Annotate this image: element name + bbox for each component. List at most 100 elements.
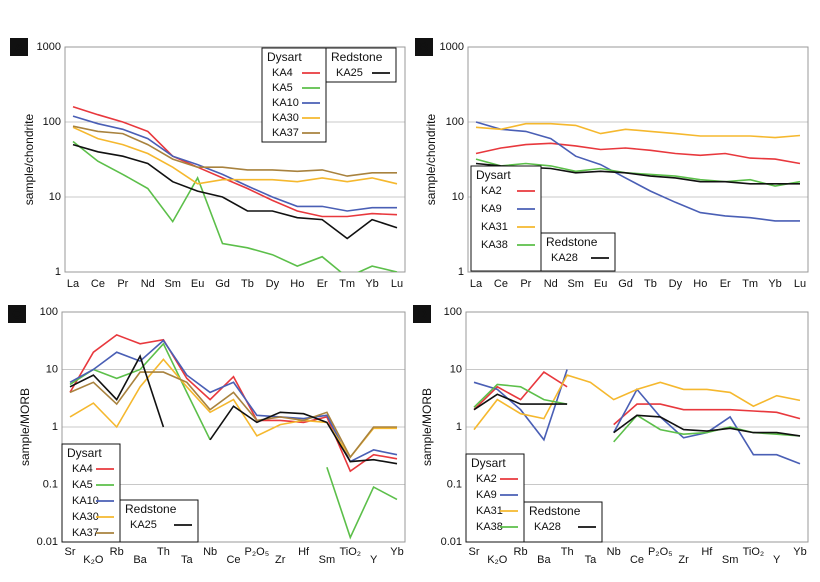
y-tick-label: 10 [46,363,58,375]
x-tick-label: P₂O₅ [245,546,270,558]
legend-label: KA28 [551,252,578,264]
series-line [72,125,397,177]
x-tick-label: Ce [91,278,105,290]
y-tick-label: 1 [458,266,464,278]
y-tick-label: 1 [456,421,462,433]
legend-label: KA9 [476,489,497,501]
x-tick-label: Ce [630,554,644,566]
series-layer [473,369,801,465]
panel-label: D [417,306,426,321]
panel-label-box [415,38,433,56]
y-axis-label: sample/chondrite [22,113,36,205]
x-tick-label: Ce [494,278,508,290]
y-tick-label: 0.01 [441,536,462,548]
panel-label-box [8,305,26,323]
x-tick-label: Lu [391,278,403,290]
x-tick-label: Er [317,278,328,290]
x-tick-label: La [470,278,483,290]
x-tick-label: Tm [742,278,758,290]
series-line [69,358,397,459]
legend-label: KA4 [272,67,293,79]
plot-frame [467,46,809,273]
legend-box [119,499,199,543]
x-tick-label: Hf [298,546,310,558]
x-tick-label: Sr [469,546,480,558]
legend-label: KA10 [272,97,299,109]
plot-frame [465,311,809,543]
x-tick-label: Sm [722,554,739,566]
x-tick-label: Zr [275,554,286,566]
series-line [473,383,801,443]
panel-label: B [419,39,428,54]
x-tick-label: Tb [241,278,254,290]
series-line [72,140,398,272]
series-layer [69,333,398,540]
y-tick-label: 0.01 [37,536,58,548]
x-tick-label: Ho [693,278,707,290]
legend-label: KA38 [481,239,508,251]
y-tick-label: 100 [444,306,462,318]
x-tick-label: Nd [544,278,558,290]
legend-label: KA31 [481,221,508,233]
x-tick-label: Ta [181,554,194,566]
x-tick-label: Nb [607,546,621,558]
series-line [69,333,398,473]
x-tick-label: Th [157,546,170,558]
legend-label: KA28 [534,521,561,533]
panel-label-box [10,38,28,56]
x-tick-label: P₂O₅ [648,546,673,558]
legend-title: Redstone [125,502,177,516]
x-tick-label: Tb [644,278,657,290]
legend-label: KA2 [476,473,497,485]
x-tick-label: K₂O [83,554,104,566]
x-tick-label: Dy [266,278,280,290]
x-tick-label: TiO₂ [339,546,361,558]
legend-title: Redstone [546,235,598,249]
legend-label: KA25 [336,67,363,79]
y-tick-label: 1 [52,421,58,433]
y-tick-label: 1 [55,266,61,278]
x-tick-label: Ho [290,278,304,290]
x-tick-label: Eu [594,278,607,290]
series-line [475,122,801,139]
legend-label: KA9 [481,203,502,215]
series-layer [72,105,398,272]
y-tick-label: 1000 [37,41,61,53]
x-tick-label: Tm [339,278,355,290]
x-tick-label: Dy [669,278,683,290]
plot-frame [64,46,406,273]
series-line [475,121,800,222]
legend-title: Dysart [476,168,511,182]
x-tick-label: Eu [191,278,204,290]
legend-title: Redstone [529,504,581,518]
panel-label: C [12,306,22,321]
y-tick-label: 10 [49,191,61,203]
x-tick-label: Y [370,554,378,566]
legend-label: KA2 [481,185,502,197]
y-tick-label: 100 [446,116,464,128]
y-axis-label: sample/chondrite [424,113,438,205]
x-tick-label: Ce [226,554,240,566]
series-line [473,371,801,426]
x-tick-label: Y [773,554,781,566]
series-line [473,369,801,465]
panel-label: A [14,39,24,54]
x-tick-label: K₂O [487,554,508,566]
legend-label: KA5 [272,82,293,94]
series-line [72,143,398,240]
x-tick-label: Nb [203,546,217,558]
y-tick-label: 10 [450,363,462,375]
x-tick-label: Sm [567,278,584,290]
x-tick-label: Zr [678,554,689,566]
legend-box [523,501,603,543]
legend-title: Redstone [331,50,383,64]
y-tick-label: 0.1 [43,478,58,490]
legend-box [540,232,616,272]
x-tick-label: Pr [520,278,531,290]
legend-label: KA30 [272,112,299,124]
x-tick-label: Pr [117,278,128,290]
x-tick-label: Sr [65,546,76,558]
x-tick-label: Rb [514,546,528,558]
series-line [475,158,801,187]
plot-frame [61,311,406,543]
